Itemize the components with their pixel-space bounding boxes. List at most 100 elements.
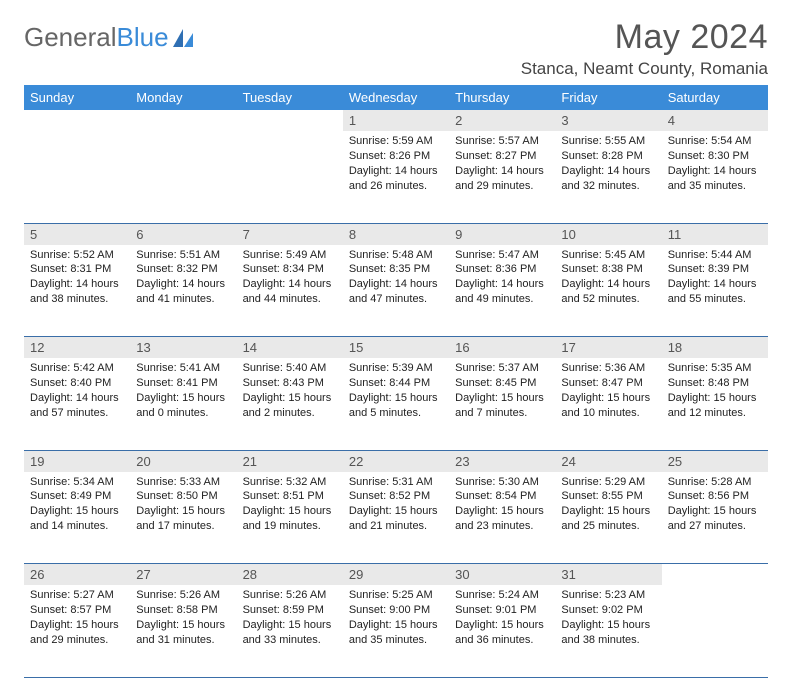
day-cell: Sunrise: 5:29 AMSunset: 8:55 PMDaylight:… [555, 472, 661, 564]
day-number: 10 [555, 224, 661, 245]
day-number [237, 110, 343, 116]
day-cell: Sunrise: 5:23 AMSunset: 9:02 PMDaylight:… [555, 585, 661, 677]
day-cell: Sunrise: 5:27 AMSunset: 8:57 PMDaylight:… [24, 585, 130, 677]
day-details: Sunrise: 5:54 AMSunset: 8:30 PMDaylight:… [662, 131, 768, 197]
day-number: 28 [237, 564, 343, 585]
day-details: Sunrise: 5:55 AMSunset: 8:28 PMDaylight:… [555, 131, 661, 197]
day-number [130, 110, 236, 116]
day-cell: Sunrise: 5:26 AMSunset: 8:58 PMDaylight:… [130, 585, 236, 677]
day-cell [662, 585, 768, 677]
day-details: Sunrise: 5:26 AMSunset: 8:58 PMDaylight:… [130, 585, 236, 651]
weekday-header: Wednesday [343, 85, 449, 110]
day-cell: Sunrise: 5:44 AMSunset: 8:39 PMDaylight:… [662, 245, 768, 337]
logo-text-general: General [24, 22, 117, 53]
day-cell [130, 131, 236, 223]
day-cell: Sunrise: 5:26 AMSunset: 8:59 PMDaylight:… [237, 585, 343, 677]
day-details: Sunrise: 5:25 AMSunset: 9:00 PMDaylight:… [343, 585, 449, 651]
day-details: Sunrise: 5:35 AMSunset: 8:48 PMDaylight:… [662, 358, 768, 424]
calendar-body: 1 23 4 Sunrise: 5:59 AMSunset: 8:26 PMDayli… [24, 110, 768, 677]
calendar-head: SundayMondayTuesdayWednesdayThursdayFrid… [24, 85, 768, 110]
day-number: 11 [662, 224, 768, 245]
day-cell: Sunrise: 5:35 AMSunset: 8:48 PMDaylight:… [662, 358, 768, 450]
day-details: Sunrise: 5:33 AMSunset: 8:50 PMDaylight:… [130, 472, 236, 538]
calendar-table: SundayMondayTuesdayWednesdayThursdayFrid… [24, 85, 768, 678]
day-number: 7 [237, 224, 343, 245]
day-number: 4 [662, 110, 768, 131]
day-cell: Sunrise: 5:34 AMSunset: 8:49 PMDaylight:… [24, 472, 130, 564]
day-cell: Sunrise: 5:41 AMSunset: 8:41 PMDaylight:… [130, 358, 236, 450]
day-number: 5 [24, 224, 130, 245]
month-title: May 2024 [521, 18, 768, 57]
day-details: Sunrise: 5:51 AMSunset: 8:32 PMDaylight:… [130, 245, 236, 311]
day-details: Sunrise: 5:39 AMSunset: 8:44 PMDaylight:… [343, 358, 449, 424]
weekday-header: Tuesday [237, 85, 343, 110]
day-details: Sunrise: 5:37 AMSunset: 8:45 PMDaylight:… [449, 358, 555, 424]
logo-text-blue: Blue [117, 22, 169, 53]
day-cell: Sunrise: 5:57 AMSunset: 8:27 PMDaylight:… [449, 131, 555, 223]
day-cell: Sunrise: 5:25 AMSunset: 9:00 PMDaylight:… [343, 585, 449, 677]
day-cell: Sunrise: 5:47 AMSunset: 8:36 PMDaylight:… [449, 245, 555, 337]
day-number: 30 [449, 564, 555, 585]
weekday-header: Friday [555, 85, 661, 110]
logo: GeneralBlue [24, 18, 195, 53]
day-details: Sunrise: 5:45 AMSunset: 8:38 PMDaylight:… [555, 245, 661, 311]
day-cell [237, 131, 343, 223]
day-cell: Sunrise: 5:48 AMSunset: 8:35 PMDaylight:… [343, 245, 449, 337]
day-number: 20 [130, 451, 236, 472]
day-number: 15 [343, 337, 449, 358]
day-number [662, 564, 768, 570]
day-details: Sunrise: 5:52 AMSunset: 8:31 PMDaylight:… [24, 245, 130, 311]
day-details: Sunrise: 5:26 AMSunset: 8:59 PMDaylight:… [237, 585, 343, 651]
day-cell: Sunrise: 5:36 AMSunset: 8:47 PMDaylight:… [555, 358, 661, 450]
day-number: 2 [449, 110, 555, 131]
weekday-header: Saturday [662, 85, 768, 110]
day-cell [24, 131, 130, 223]
weekday-header: Sunday [24, 85, 130, 110]
day-cell: Sunrise: 5:39 AMSunset: 8:44 PMDaylight:… [343, 358, 449, 450]
day-cell: Sunrise: 5:42 AMSunset: 8:40 PMDaylight:… [24, 358, 130, 450]
day-details: Sunrise: 5:47 AMSunset: 8:36 PMDaylight:… [449, 245, 555, 311]
day-details: Sunrise: 5:29 AMSunset: 8:55 PMDaylight:… [555, 472, 661, 538]
day-number: 23 [449, 451, 555, 472]
day-cell: Sunrise: 5:31 AMSunset: 8:52 PMDaylight:… [343, 472, 449, 564]
day-cell: Sunrise: 5:59 AMSunset: 8:26 PMDaylight:… [343, 131, 449, 223]
day-details: Sunrise: 5:49 AMSunset: 8:34 PMDaylight:… [237, 245, 343, 311]
logo-sail-icon [171, 27, 195, 49]
day-details: Sunrise: 5:24 AMSunset: 9:01 PMDaylight:… [449, 585, 555, 651]
day-cell: Sunrise: 5:28 AMSunset: 8:56 PMDaylight:… [662, 472, 768, 564]
day-details: Sunrise: 5:27 AMSunset: 8:57 PMDaylight:… [24, 585, 130, 651]
day-number: 1 [343, 110, 449, 131]
day-number: 24 [555, 451, 661, 472]
day-details: Sunrise: 5:57 AMSunset: 8:27 PMDaylight:… [449, 131, 555, 197]
day-details: Sunrise: 5:41 AMSunset: 8:41 PMDaylight:… [130, 358, 236, 424]
day-cell: Sunrise: 5:32 AMSunset: 8:51 PMDaylight:… [237, 472, 343, 564]
day-cell: Sunrise: 5:55 AMSunset: 8:28 PMDaylight:… [555, 131, 661, 223]
day-details: Sunrise: 5:44 AMSunset: 8:39 PMDaylight:… [662, 245, 768, 311]
header: GeneralBlue May 2024 Stanca, Neamt Count… [24, 18, 768, 79]
day-cell: Sunrise: 5:49 AMSunset: 8:34 PMDaylight:… [237, 245, 343, 337]
day-cell: Sunrise: 5:52 AMSunset: 8:31 PMDaylight:… [24, 245, 130, 337]
day-number [24, 110, 130, 116]
day-cell: Sunrise: 5:37 AMSunset: 8:45 PMDaylight:… [449, 358, 555, 450]
day-number: 13 [130, 337, 236, 358]
day-details: Sunrise: 5:40 AMSunset: 8:43 PMDaylight:… [237, 358, 343, 424]
weekday-header: Thursday [449, 85, 555, 110]
day-number: 14 [237, 337, 343, 358]
day-details: Sunrise: 5:59 AMSunset: 8:26 PMDaylight:… [343, 131, 449, 197]
day-number: 19 [24, 451, 130, 472]
day-number: 17 [555, 337, 661, 358]
day-details: Sunrise: 5:32 AMSunset: 8:51 PMDaylight:… [237, 472, 343, 538]
weekday-header: Monday [130, 85, 236, 110]
day-cell: Sunrise: 5:24 AMSunset: 9:01 PMDaylight:… [449, 585, 555, 677]
day-number: 8 [343, 224, 449, 245]
day-cell: Sunrise: 5:54 AMSunset: 8:30 PMDaylight:… [662, 131, 768, 223]
title-block: May 2024 Stanca, Neamt County, Romania [521, 18, 768, 79]
day-number: 31 [555, 564, 661, 585]
day-cell: Sunrise: 5:45 AMSunset: 8:38 PMDaylight:… [555, 245, 661, 337]
day-number: 6 [130, 224, 236, 245]
day-cell: Sunrise: 5:33 AMSunset: 8:50 PMDaylight:… [130, 472, 236, 564]
day-details: Sunrise: 5:42 AMSunset: 8:40 PMDaylight:… [24, 358, 130, 424]
day-number: 27 [130, 564, 236, 585]
location: Stanca, Neamt County, Romania [521, 59, 768, 79]
day-number: 25 [662, 451, 768, 472]
